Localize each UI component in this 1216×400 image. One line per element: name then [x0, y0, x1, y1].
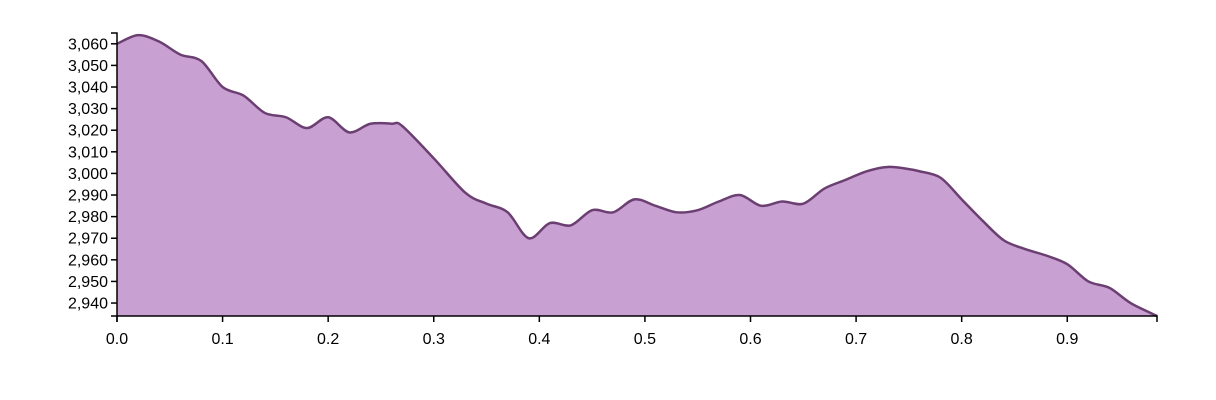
x-tick-label: 0.0 [106, 331, 128, 348]
y-axis-ticks: 2,940 2,950 2,960 2,970 2,980 2,990 3,000 3,010… [68, 36, 117, 313]
y-tick-label: 3,020 [68, 123, 108, 140]
y-tick-label: 3,010 [68, 144, 108, 161]
area-fill [117, 35, 1157, 317]
x-tick-label: 0.2 [317, 331, 339, 348]
y-axis-line [111, 32, 118, 317]
area-line [116, 33, 1158, 318]
y-tick-label: 3,030 [68, 101, 108, 118]
y-tick-label: 3,060 [68, 36, 108, 53]
y-tick-label: 3,040 [68, 80, 108, 97]
x-tick-label: 0.5 [634, 331, 656, 348]
x-tick-label: 0.4 [528, 331, 550, 348]
x-tick-label: 0.1 [211, 331, 233, 348]
y-tick-label: 3,000 [68, 166, 108, 183]
x-tick-label: 0.6 [739, 331, 761, 348]
y-tick-label: 2,960 [68, 252, 108, 269]
y-tick-label: 3,050 [68, 58, 108, 75]
x-tick-label: 0.3 [423, 331, 445, 348]
x-tick-label: 0.9 [1056, 331, 1078, 348]
x-axis-ticks: 0.0 0.1 0.2 0.3 0.4 0.5 0.6 0.7 0.8 0.9 [106, 316, 1078, 348]
y-tick-label: 2,950 [68, 274, 108, 291]
x-tick-label: 0.7 [845, 331, 867, 348]
y-tick-label: 2,940 [68, 296, 108, 313]
x-axis-line [116, 315, 1158, 322]
y-tick-label: 2,980 [68, 209, 108, 226]
x-tick-label: 0.8 [951, 331, 973, 348]
y-tick-label: 2,990 [68, 188, 108, 205]
y-tick-label: 2,970 [68, 231, 108, 248]
